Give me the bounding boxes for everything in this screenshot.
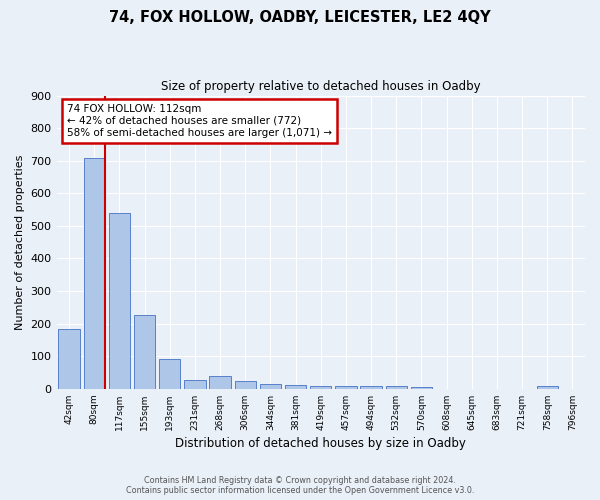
Bar xyxy=(411,387,432,389)
Bar xyxy=(310,386,331,389)
Bar xyxy=(83,158,105,389)
Bar xyxy=(260,384,281,389)
Bar xyxy=(386,386,407,389)
Bar xyxy=(209,376,231,389)
Bar xyxy=(235,380,256,389)
Y-axis label: Number of detached properties: Number of detached properties xyxy=(15,154,25,330)
X-axis label: Distribution of detached houses by size in Oadby: Distribution of detached houses by size … xyxy=(175,437,466,450)
Bar xyxy=(159,360,181,389)
Bar xyxy=(335,386,356,389)
Bar xyxy=(184,380,206,389)
Bar xyxy=(109,213,130,389)
Text: 74 FOX HOLLOW: 112sqm
← 42% of detached houses are smaller (772)
58% of semi-det: 74 FOX HOLLOW: 112sqm ← 42% of detached … xyxy=(67,104,332,138)
Text: Contains HM Land Registry data © Crown copyright and database right 2024.
Contai: Contains HM Land Registry data © Crown c… xyxy=(126,476,474,495)
Bar xyxy=(58,328,80,389)
Text: 74, FOX HOLLOW, OADBY, LEICESTER, LE2 4QY: 74, FOX HOLLOW, OADBY, LEICESTER, LE2 4Q… xyxy=(109,10,491,25)
Bar xyxy=(361,386,382,389)
Bar xyxy=(536,386,558,389)
Title: Size of property relative to detached houses in Oadby: Size of property relative to detached ho… xyxy=(161,80,481,93)
Bar xyxy=(285,385,307,389)
Bar xyxy=(134,314,155,389)
